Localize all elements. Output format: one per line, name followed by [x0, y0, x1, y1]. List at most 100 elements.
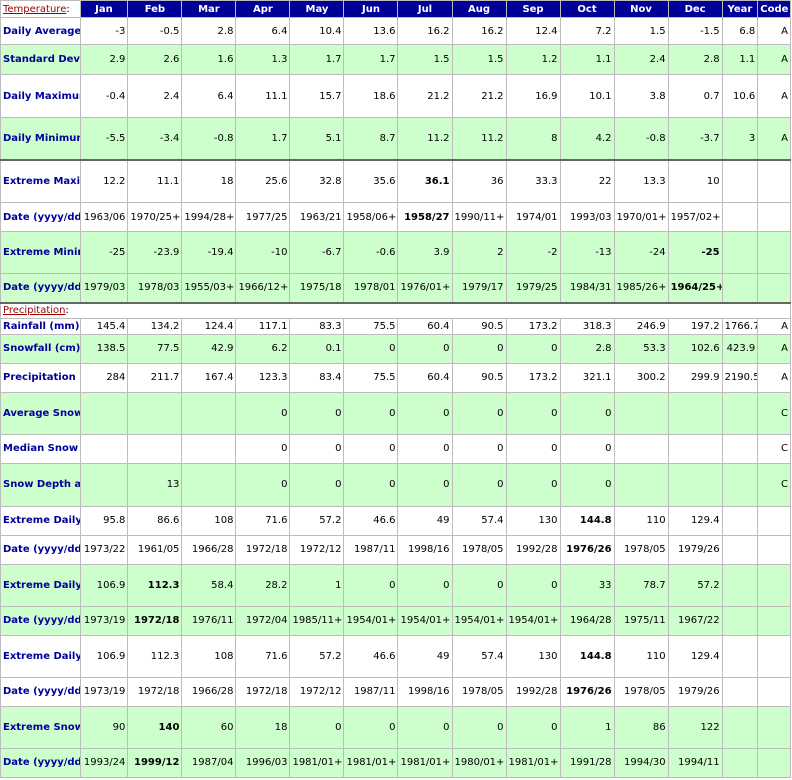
value-cell: 18: [235, 705, 291, 749]
value-cell: 1970/25+: [127, 202, 183, 232]
value-cell: 0: [343, 563, 399, 607]
value-cell: 83.4: [289, 362, 345, 393]
value-cell: 1976/01+: [397, 273, 453, 303]
value-cell: 1.7: [343, 44, 399, 75]
value-cell: 8.7: [343, 117, 399, 161]
value-cell: 2.8: [181, 17, 237, 45]
precipitation-link[interactable]: Precipitation: [3, 305, 66, 316]
row-label: Extreme Daily Rainfall (mm): [0, 505, 81, 536]
value-cell: 1994/30: [613, 747, 669, 778]
precipitation-section-row: Precipitation:: [0, 301, 791, 319]
value-cell: 1972/18: [127, 676, 183, 707]
table-row: Date (yyyy/dd) 1963/06 1970/25+ 1994/28+ 197…: [0, 202, 791, 232]
value-cell: 145.4: [79, 317, 129, 335]
value-cell: 22: [559, 159, 615, 203]
value-cell: 117.1: [235, 317, 291, 335]
value-cell: 129.4: [667, 505, 723, 536]
code-cell: [757, 634, 791, 678]
value-cell: 1979/25: [505, 273, 561, 303]
value-cell: 102.6: [667, 333, 723, 364]
value-cell: 77.5: [127, 333, 183, 364]
table-row: Date (yyyy/dd) 1979/03 1978/03 1955/03+ 1966…: [0, 273, 791, 303]
value-cell: 0.7: [667, 74, 723, 118]
row-label: Daily Minimum (°C): [0, 117, 81, 161]
value-cell: -25: [79, 231, 129, 274]
year-cell: [721, 433, 759, 464]
year-cell: 1766.7: [721, 317, 759, 335]
value-cell: [79, 391, 129, 435]
value-cell: 1990/11+: [451, 202, 507, 232]
value-cell: 1978/01: [343, 273, 399, 303]
value-cell: [127, 391, 183, 435]
value-cell: -0.8: [613, 117, 669, 161]
value-cell: 130: [505, 505, 561, 536]
value-cell: 18.6: [343, 74, 399, 118]
value-cell: 13: [127, 462, 183, 507]
value-cell: 0: [451, 333, 507, 364]
value-cell: 2.8: [667, 44, 723, 75]
value-cell: -23.9: [127, 231, 183, 274]
month-header-sep: Sep: [505, 0, 561, 18]
value-cell: 0: [235, 433, 291, 464]
value-cell: 71.6: [235, 505, 291, 536]
row-label: Date (yyyy/dd): [0, 202, 81, 232]
value-cell: -3.4: [127, 117, 183, 161]
value-cell: 0: [235, 391, 291, 435]
year-cell: 10.6: [721, 74, 759, 118]
value-cell: 1954/01+: [343, 605, 399, 636]
year-cell: [721, 676, 759, 707]
value-cell: 1979/03: [79, 273, 129, 303]
value-cell: 0: [289, 391, 345, 435]
value-cell: 0: [397, 433, 453, 464]
value-cell: 1985/11+: [289, 605, 345, 636]
code-cell: A: [757, 333, 791, 364]
value-cell: 1964/25+: [667, 273, 723, 303]
value-cell: 130: [505, 634, 561, 678]
value-cell: 110: [613, 634, 669, 678]
value-cell: 0: [289, 462, 345, 507]
value-cell: 1.2: [505, 44, 561, 75]
value-cell: -3: [79, 17, 129, 45]
value-cell: 1955/03+: [181, 273, 237, 303]
year-cell: [721, 605, 759, 636]
table-row: Date (yyyy/dd) 1993/24 1999/12 1987/04 1996/…: [0, 747, 791, 778]
row-label: Extreme Daily Precipitation (mm): [0, 634, 81, 678]
value-cell: 0: [451, 563, 507, 607]
row-label: Extreme Minimum (°C): [0, 231, 81, 274]
value-cell: 0: [289, 705, 345, 749]
temperature-link[interactable]: Temperature: [3, 3, 67, 15]
year-cell: [721, 563, 759, 607]
value-cell: 7.2: [559, 17, 615, 45]
table-row: Date (yyyy/dd) 1973/19 1972/18 1966/28 1972/…: [0, 676, 791, 707]
row-label: Date (yyyy/dd): [0, 676, 81, 707]
value-cell: 1954/01+: [505, 605, 561, 636]
value-cell: 46.6: [343, 505, 399, 536]
value-cell: 1974/01: [505, 202, 561, 232]
section-colon: :: [65, 305, 69, 316]
value-cell: [667, 433, 723, 464]
value-cell: 12.2: [79, 159, 129, 203]
value-cell: 78.7: [613, 563, 669, 607]
value-cell: 1.7: [289, 44, 345, 75]
value-cell: 86: [613, 705, 669, 749]
value-cell: 1958/06+: [343, 202, 399, 232]
month-header-jul: Jul: [397, 0, 453, 18]
value-cell: 57.2: [289, 634, 345, 678]
value-cell: 33.3: [505, 159, 561, 203]
row-label: Standard Deviation: [0, 44, 81, 75]
row-label: Date (yyyy/dd): [0, 273, 81, 303]
value-cell: 1957/02+: [667, 202, 723, 232]
value-cell: 122: [667, 705, 723, 749]
row-label: Snow Depth at Month-end (cm): [0, 462, 81, 507]
value-cell: 1998/16: [397, 676, 453, 707]
value-cell: 1978/05: [613, 534, 669, 565]
month-header-oct: Oct: [559, 0, 615, 18]
row-label: Snowfall (cm): [0, 333, 81, 364]
value-cell: 0: [343, 705, 399, 749]
year-cell: [721, 391, 759, 435]
value-cell: 1978/05: [613, 676, 669, 707]
value-cell: 4.2: [559, 117, 615, 161]
row-label: Daily Maximum (°C): [0, 74, 81, 118]
value-cell: 1994/11: [667, 747, 723, 778]
